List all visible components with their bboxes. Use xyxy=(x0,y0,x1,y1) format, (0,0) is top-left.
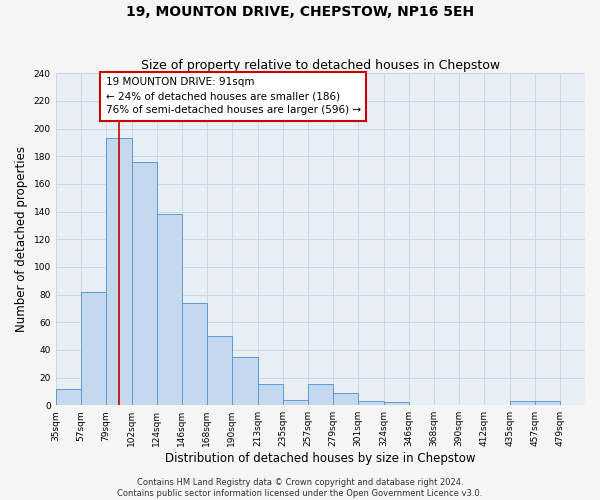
Bar xyxy=(333,393,358,405)
Bar xyxy=(132,162,157,405)
Bar xyxy=(510,401,535,405)
Text: 19, MOUNTON DRIVE, CHEPSTOW, NP16 5EH: 19, MOUNTON DRIVE, CHEPSTOW, NP16 5EH xyxy=(126,5,474,19)
Bar xyxy=(283,400,308,405)
Bar xyxy=(157,214,182,405)
Bar xyxy=(232,357,258,405)
Bar xyxy=(258,384,283,405)
Text: Contains HM Land Registry data © Crown copyright and database right 2024.
Contai: Contains HM Land Registry data © Crown c… xyxy=(118,478,482,498)
Y-axis label: Number of detached properties: Number of detached properties xyxy=(15,146,28,332)
Bar xyxy=(182,303,207,405)
X-axis label: Distribution of detached houses by size in Chepstow: Distribution of detached houses by size … xyxy=(165,452,476,465)
Bar xyxy=(535,401,560,405)
Bar xyxy=(308,384,333,405)
Bar xyxy=(80,292,106,405)
Bar xyxy=(56,388,80,405)
Bar xyxy=(358,401,384,405)
Text: 19 MOUNTON DRIVE: 91sqm
← 24% of detached houses are smaller (186)
76% of semi-d: 19 MOUNTON DRIVE: 91sqm ← 24% of detache… xyxy=(106,78,361,116)
Bar xyxy=(106,138,132,405)
Bar xyxy=(384,402,409,405)
Bar xyxy=(207,336,232,405)
Title: Size of property relative to detached houses in Chepstow: Size of property relative to detached ho… xyxy=(141,59,500,72)
